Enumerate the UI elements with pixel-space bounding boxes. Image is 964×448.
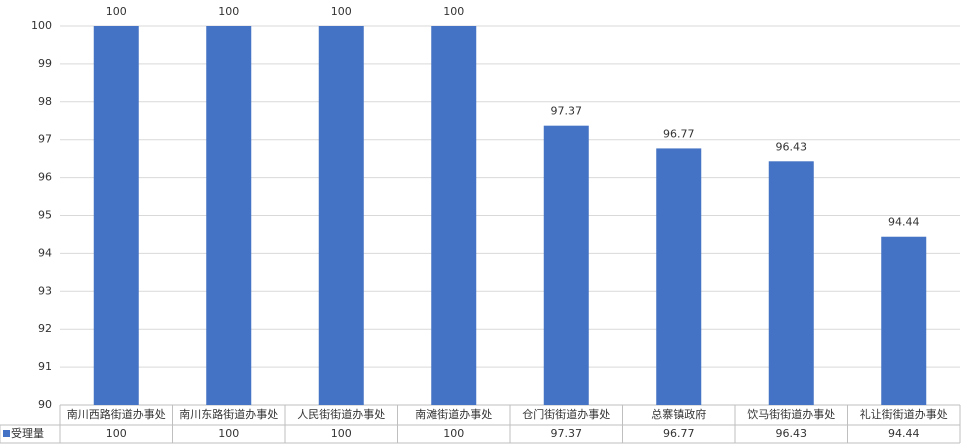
bar [881,236,927,405]
table-value: 94.44 [888,427,920,440]
data-label: 97.37 [551,105,583,118]
y-tick-label: 98 [38,95,52,108]
bar [431,26,477,405]
x-tick-label: 南川西路街道办事处 [67,407,166,421]
table-value: 96.43 [776,427,808,440]
y-tick-label: 93 [38,284,52,297]
x-tick-label: 南滩街道办事处 [415,407,492,421]
y-tick-label: 92 [38,322,52,335]
bar [206,26,252,405]
table-value: 96.77 [663,427,695,440]
legend-label: 受理量 [11,427,44,440]
y-tick-label: 91 [38,360,52,373]
table-value: 100 [106,427,127,440]
y-tick-label: 100 [31,19,52,32]
bar [543,125,589,405]
data-label: 100 [106,5,127,18]
y-tick-label: 95 [38,209,52,222]
table-value: 100 [443,427,464,440]
x-tick-label: 总寨镇政府 [651,407,706,421]
x-tick-label: 饮马街街道办事处 [747,407,835,421]
table-value: 100 [331,427,352,440]
data-label: 96.77 [663,127,695,140]
data-label: 94.44 [888,216,920,229]
y-tick-label: 94 [38,246,52,259]
data-label: 100 [331,5,352,18]
data-label: 100 [218,5,239,18]
data-label: 100 [443,5,464,18]
data-label: 96.43 [776,140,808,153]
legend-swatch [3,430,10,437]
bar [318,26,364,405]
table-value: 97.37 [551,427,583,440]
y-tick-label: 90 [38,398,52,411]
bar [93,26,139,405]
x-tick-label: 人民街街道办事处 [297,407,385,421]
x-tick-label: 礼让街街道办事处 [860,407,948,421]
y-tick-label: 96 [38,171,52,184]
bar [656,148,702,406]
y-tick-label: 97 [38,133,52,146]
y-tick-label: 99 [38,57,52,70]
bar [768,161,814,405]
x-tick-label: 南川东路街道办事处 [179,407,278,421]
x-tick-label: 仓门街街道办事处 [522,407,610,421]
table-value: 100 [218,427,239,440]
